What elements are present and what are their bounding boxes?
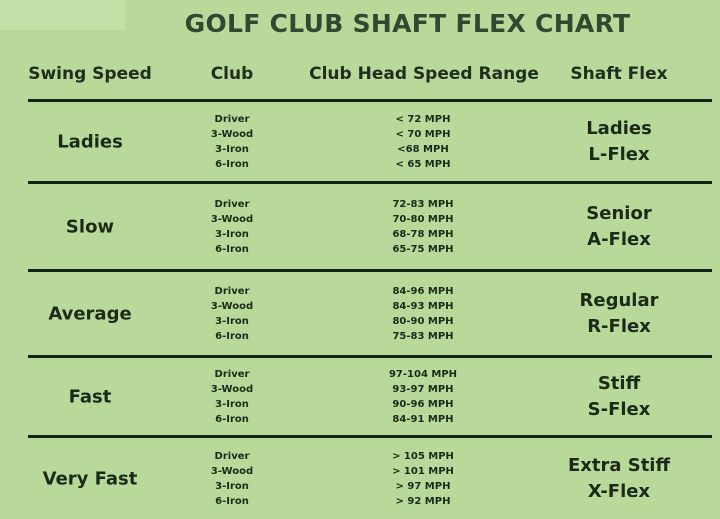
shaft-flex-line: A-Flex: [587, 229, 651, 250]
speed-range: < 70 MPH: [395, 129, 451, 140]
swing-speed: Average: [48, 303, 132, 325]
speed-range: 80-90 MPH: [392, 316, 454, 327]
shaft-flex-line: X-Flex: [587, 480, 651, 502]
table-row: Slow Driver 3-Wood 3-Iron 6-Iron 72-83 MPH 70-…: [0, 184, 720, 270]
speed-range: 70-80 MPH: [392, 214, 454, 225]
club: 3-Iron: [215, 399, 249, 410]
speed-range: 90-96 MPH: [392, 399, 454, 410]
club: 3-Wood: [210, 129, 254, 140]
club: 3-Iron: [215, 316, 249, 327]
row-divider: [28, 355, 712, 358]
row-divider: [28, 269, 712, 272]
speed-range: 75-83 MPH: [392, 331, 454, 342]
swing-speed: Slow: [65, 216, 115, 238]
shaft-flex: Stiff S-Flex: [588, 371, 651, 423]
club-list: Driver 3-Wood 3-Iron 6-Iron: [211, 449, 253, 509]
club: 3-Iron: [215, 229, 249, 240]
speed-range: 84-91 MPH: [392, 414, 454, 425]
shaft-flex-line: Senior: [586, 203, 652, 224]
header-shaft-flex: Shaft Flex: [570, 64, 668, 84]
table-row: Fast Driver 3-Wood 3-Iron 6-Iron 97-104 MPH 93…: [0, 358, 720, 436]
club: 6-Iron: [215, 159, 249, 170]
speed-range: <68 MPH: [397, 144, 449, 155]
club: 3-Wood: [210, 301, 254, 312]
speed-range: > 92 MPH: [395, 495, 451, 507]
speed-range: 93-97 MPH: [392, 384, 454, 395]
header-club: Club: [210, 64, 254, 84]
club: Driver: [214, 369, 250, 380]
speed-range: 68-78 MPH: [392, 229, 454, 240]
speed-range: < 72 MPH: [395, 114, 451, 125]
club: 6-Iron: [215, 414, 249, 425]
background-patch: [0, 0, 125, 30]
club: Driver: [214, 450, 250, 462]
shaft-flex: Ladies L-Flex: [586, 116, 652, 168]
header-speed-range: Club Head Speed Range: [309, 64, 539, 84]
table-row: Average Driver 3-Wood 3-Iron 6-Iron 84-96 MPH…: [0, 272, 720, 356]
club: Driver: [214, 114, 250, 125]
page-title: GOLF CLUB SHAFT FLEX CHART: [184, 9, 631, 38]
table-row: Ladies Driver 3-Wood 3-Iron 6-Iron < 72 MPH < …: [0, 102, 720, 182]
table-row: Very Fast Driver 3-Wood 3-Iron 6-Iron > 105 M…: [0, 438, 720, 519]
swing-speed: Very Fast: [42, 468, 138, 489]
speed-range: 65-75 MPH: [392, 244, 454, 255]
club-list: Driver 3-Wood 3-Iron 6-Iron: [211, 112, 253, 172]
header-swing-speed: Swing Speed: [28, 64, 152, 84]
club: 3-Wood: [210, 465, 254, 477]
shaft-flex-line: Regular: [579, 290, 659, 311]
club: Driver: [214, 199, 250, 210]
club-list: Driver 3-Wood 3-Iron 6-Iron: [211, 197, 253, 257]
club: 6-Iron: [215, 244, 249, 255]
speed-range-list: 97-104 MPH 93-97 MPH 90-96 MPH 84-91 MPH: [389, 367, 457, 427]
club: 6-Iron: [215, 331, 249, 342]
swing-speed: Fast: [68, 386, 112, 408]
club: 3-Wood: [210, 384, 254, 395]
club: 3-Wood: [210, 214, 254, 225]
club-list: Driver 3-Wood 3-Iron 6-Iron: [211, 284, 253, 344]
club: Driver: [214, 286, 250, 297]
speed-range: > 105 MPH: [392, 450, 454, 462]
club: 3-Iron: [215, 144, 249, 155]
speed-range-list: > 105 MPH > 101 MPH > 97 MPH > 92 MPH: [392, 449, 454, 509]
row-divider: [28, 99, 712, 102]
speed-range: 84-96 MPH: [392, 286, 454, 297]
shaft-flex: Regular R-Flex: [580, 288, 659, 340]
speed-range-list: 84-96 MPH 84-93 MPH 80-90 MPH 75-83 MPH: [392, 284, 453, 344]
shaft-flex: Senior A-Flex: [586, 201, 651, 253]
speed-range-list: < 72 MPH < 70 MPH <68 MPH < 65 MPH: [396, 112, 451, 172]
speed-range-list: 72-83 MPH 70-80 MPH 68-78 MPH 65-75 MPH: [392, 197, 453, 257]
speed-range: 84-93 MPH: [392, 301, 454, 312]
speed-range: > 101 MPH: [392, 465, 454, 477]
shaft-flex-line: Stiff: [597, 373, 641, 394]
row-divider: [28, 181, 712, 184]
shaft-flex: Extra Stiff X-Flex: [568, 453, 670, 505]
shaft-flex-line: S-Flex: [587, 399, 651, 420]
speed-range: 97-104 MPH: [388, 369, 458, 380]
speed-range: > 97 MPH: [395, 480, 451, 492]
club-list: Driver 3-Wood 3-Iron 6-Iron: [211, 367, 253, 427]
speed-range: 72-83 MPH: [392, 199, 454, 210]
shaft-flex-line: Ladies: [586, 118, 652, 139]
shaft-flex-line: L-Flex: [588, 144, 650, 165]
swing-speed: Ladies: [57, 131, 123, 153]
shaft-flex-line: Extra Stiff: [567, 454, 671, 476]
speed-range: < 65 MPH: [395, 159, 451, 170]
club: 6-Iron: [215, 495, 249, 507]
row-divider: [28, 435, 712, 438]
shaft-flex-line: R-Flex: [587, 316, 651, 337]
club: 3-Iron: [215, 480, 249, 492]
